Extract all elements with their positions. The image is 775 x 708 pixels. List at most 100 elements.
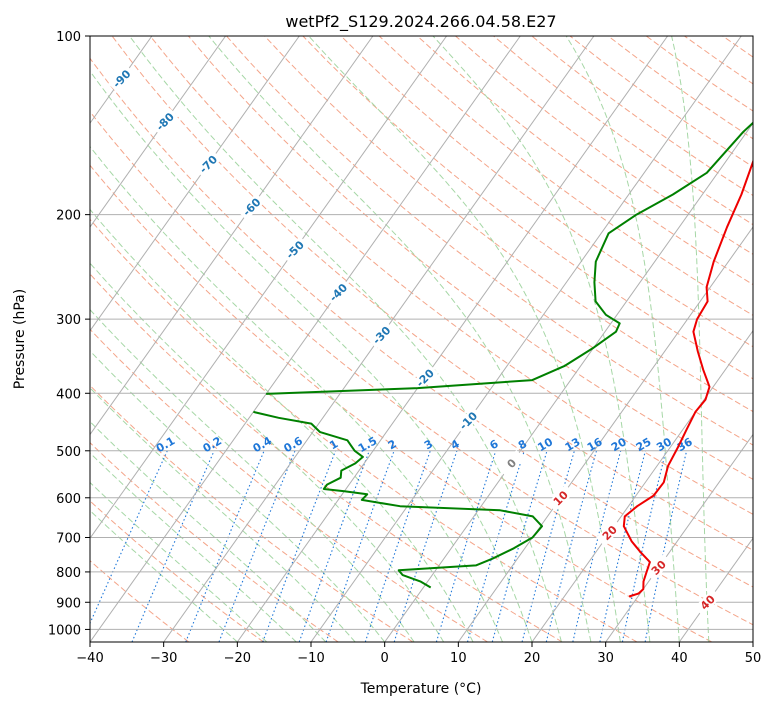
mixing-ratio-line [621, 450, 667, 642]
moist-adiabat-line [90, 308, 415, 642]
isotherm-line [678, 537, 753, 642]
moist-adiabat-line [90, 481, 268, 642]
mixing-ratio-line [131, 450, 215, 642]
mixing-ratio-line [298, 450, 370, 642]
mixing-ratio-label: 36 [675, 435, 695, 454]
temperature-profile [622, 158, 753, 598]
mixing-ratio-line [325, 450, 395, 642]
moist-adiabat-line [90, 208, 474, 642]
pressure-gridlines [90, 36, 753, 630]
x-tick-label: −40 [76, 651, 103, 666]
mixing-ratio-line [599, 450, 646, 642]
plot-frame [89, 35, 754, 643]
x-tick-label: 10 [450, 651, 467, 666]
mixing-ratio-lines [90, 450, 688, 642]
dry-adiabat-line [264, 36, 753, 413]
mixing-ratio-line [262, 450, 337, 642]
isotherm-label-bg [547, 484, 574, 512]
mixing-ratio-label: 13 [563, 435, 583, 454]
isotherm-label-bg [454, 407, 482, 435]
mixing-ratio-line [90, 450, 168, 625]
mixing-ratio-line [218, 450, 296, 642]
x-tick-label: 0 [381, 651, 389, 666]
dry-adiabat-line [455, 36, 753, 255]
dry-adiabat-line [646, 36, 753, 112]
moist-adiabat-line [565, 36, 680, 642]
x-tick-label: −30 [150, 651, 177, 666]
x-tick-label: 20 [524, 651, 541, 666]
moist-adiabat-line [90, 387, 356, 642]
dewpoint-profile-segment-2 [253, 410, 543, 589]
y-tick-label: 400 [56, 387, 81, 402]
dry-adiabat-line [340, 36, 753, 348]
isotherm-label-bg [194, 150, 222, 178]
isotherm-label-bg [596, 519, 623, 547]
dry-adiabat-line [149, 36, 753, 515]
isotherm-line [752, 641, 753, 642]
y-tick-label: 200 [56, 209, 81, 224]
dry-adiabat-line [111, 36, 753, 551]
y-tick-label: 300 [56, 313, 81, 328]
x-tick-label: 50 [745, 651, 762, 666]
dry-adiabat-line [226, 36, 753, 446]
x-tick-label: 30 [597, 651, 614, 666]
mixing-ratio-line [393, 450, 458, 642]
isotherm-line [457, 226, 753, 642]
y-axis: 100 200 300 400 500 600 700 800 900 1000 [48, 30, 90, 638]
chart-title: wetPf2_S129.2024.266.04.58.E27 [285, 12, 556, 32]
y-tick-label: 1000 [48, 623, 81, 638]
mixing-ratio-line [521, 450, 575, 642]
isotherm-line [605, 433, 753, 642]
isotherm-line [0, 36, 5, 642]
mixing-ratio-line [545, 450, 598, 642]
isotherms [0, 36, 753, 642]
mixing-ratio-label: 6 [487, 437, 500, 452]
isotherm-label-bg [411, 364, 439, 392]
isotherm-line [90, 36, 448, 540]
isotherm-line [531, 329, 753, 642]
dry-adiabat-line [90, 164, 712, 642]
x-axis-title: Temperature (°C) [360, 681, 482, 697]
mixing-ratio-label: 16 [585, 435, 605, 454]
mixing-ratio-label: 3 [422, 437, 435, 452]
dry-adiabat-line [90, 500, 264, 642]
isotherm-line [236, 36, 669, 642]
isotherm-line [310, 36, 742, 642]
mixing-ratio-label: 2 [386, 437, 399, 452]
mixing-ratio-label: 10 [535, 435, 555, 454]
isotherm-label-bg [238, 193, 266, 221]
isotherm-label-bg [368, 321, 395, 349]
mixing-ratio-line [435, 450, 497, 642]
dry-adiabat-line [493, 36, 753, 226]
mixing-ratio-label: 25 [634, 435, 654, 454]
dewpoint-profile-segment-1 [266, 121, 753, 395]
mixing-ratio-label: 1.5 [356, 434, 379, 455]
isotherm-label-bg [645, 554, 672, 581]
moist-adiabat-line [129, 36, 562, 642]
mixing-ratio-label: 8 [516, 437, 529, 452]
isotherm-line [90, 36, 227, 228]
dry-adiabat-line [90, 273, 563, 642]
dry-adiabat-line [90, 328, 488, 642]
y-tick-label: 800 [56, 566, 81, 581]
mixing-ratio-line [644, 450, 688, 642]
x-tick-label: −10 [297, 651, 324, 666]
mixing-ratio-label: 0.1 [154, 434, 177, 455]
isotherm-label-bg [694, 588, 721, 616]
moist-adiabat-line [90, 145, 503, 642]
mixing-ratio-line [572, 450, 622, 642]
isotherm-label-bg [108, 65, 136, 93]
moist-adiabat-line [90, 509, 238, 642]
dry-adiabat-line [761, 36, 775, 642]
mixing-ratio-line [364, 450, 431, 642]
dry-adiabat-line [90, 218, 638, 642]
mixing-ratio-line [185, 450, 265, 642]
moist-adiabat-line [432, 36, 651, 642]
y-tick-label: 500 [56, 445, 81, 460]
isotherm-label-bg [151, 108, 179, 135]
x-tick-label: 40 [671, 651, 688, 666]
isotherm-label-bg [498, 449, 525, 477]
mixing-ratio-label: 0.6 [282, 434, 306, 455]
plot-area: 0.1 0.2 0.4 0.6 1 1.5 2 3 4 6 8 10 13 16 20 25 30 36-100-… [0, 36, 775, 642]
